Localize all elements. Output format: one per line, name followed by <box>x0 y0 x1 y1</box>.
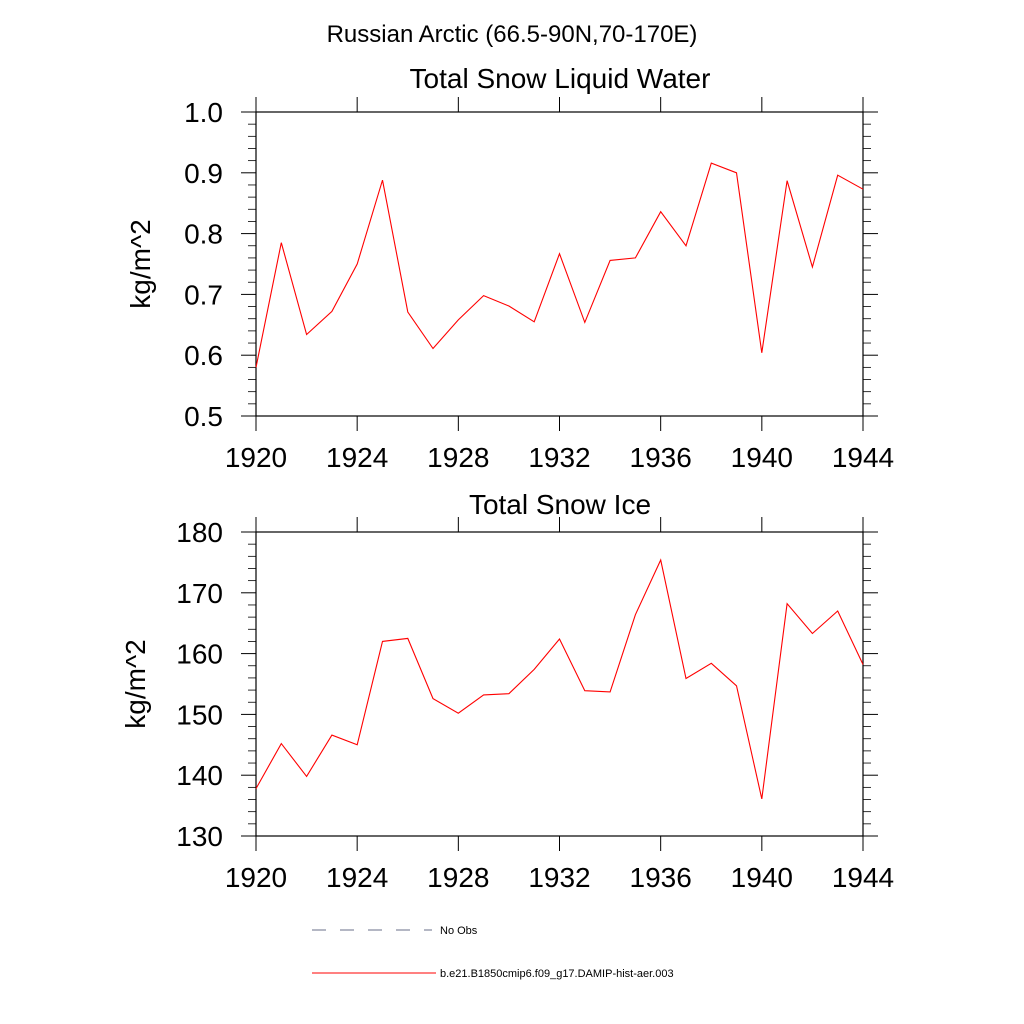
y-tick-label: 0.9 <box>184 158 223 189</box>
x-tick-label: 1932 <box>528 862 590 893</box>
legend-label-model: b.e21.B1850cmip6.f09_g17.DAMIP-hist-aer.… <box>440 968 674 980</box>
x-tick-label: 1928 <box>427 862 489 893</box>
y-tick-label: 160 <box>176 639 223 670</box>
x-tick-label: 1944 <box>832 862 894 893</box>
x-tick-label: 1920 <box>225 862 287 893</box>
panel-title: Total Snow Liquid Water <box>410 63 711 94</box>
plot-area: 1920 1924 1928 1932 1936 1940 1944 0.5 0.6 0.7 0.8… <box>184 97 894 473</box>
x-tick-label: 1920 <box>225 442 287 473</box>
y-tick-label: 130 <box>176 821 223 852</box>
y-tick-label: 140 <box>176 760 223 791</box>
series-line <box>255 558 864 800</box>
figure-main-title: Russian Arctic (66.5-90N,70-170E) <box>327 21 698 48</box>
legend-label-no-obs: No Obs <box>440 925 478 937</box>
y-tick-label: 0.7 <box>184 279 223 310</box>
plot-area: 1920 1924 1928 1932 1936 1940 1944 130 140 150 160… <box>176 517 894 893</box>
y-axis-label: kg/m^2 <box>120 639 151 728</box>
x-tick-label: 1936 <box>630 862 692 893</box>
y-tick-label: 180 <box>176 517 223 548</box>
x-tick-label: 1932 <box>528 442 590 473</box>
x-tick-label: 1936 <box>630 442 692 473</box>
y-axis-label: kg/m^2 <box>125 219 156 308</box>
x-tick-label: 1940 <box>731 862 793 893</box>
y-tick-label: 0.6 <box>184 340 223 371</box>
y-tick-label: 1.0 <box>184 97 223 128</box>
series-line <box>255 162 864 368</box>
x-tick-label: 1924 <box>326 862 388 893</box>
plot-frame <box>255 531 864 837</box>
y-tick-label: 0.8 <box>184 219 223 250</box>
panel-title: Total Snow Ice <box>469 489 651 520</box>
y-tick-label: 150 <box>176 699 223 730</box>
panel-snow-ice: Total Snow Ice kg/m^2 1920 1924 1928 1932 19… <box>120 489 894 893</box>
x-tick-label: 1944 <box>832 442 894 473</box>
x-tick-label: 1940 <box>731 442 793 473</box>
y-tick-label: 0.5 <box>184 401 223 432</box>
x-tick-label: 1924 <box>326 442 388 473</box>
y-tick-label: 170 <box>176 578 223 609</box>
plot-frame <box>255 111 864 417</box>
panel-snow-liquid-water: Total Snow Liquid Water kg/m^2 1920 1924 1… <box>125 63 894 473</box>
x-tick-label: 1928 <box>427 442 489 473</box>
legend: No Obs b.e21.B1850cmip6.f09_g17.DAMIP-hi… <box>312 925 674 980</box>
